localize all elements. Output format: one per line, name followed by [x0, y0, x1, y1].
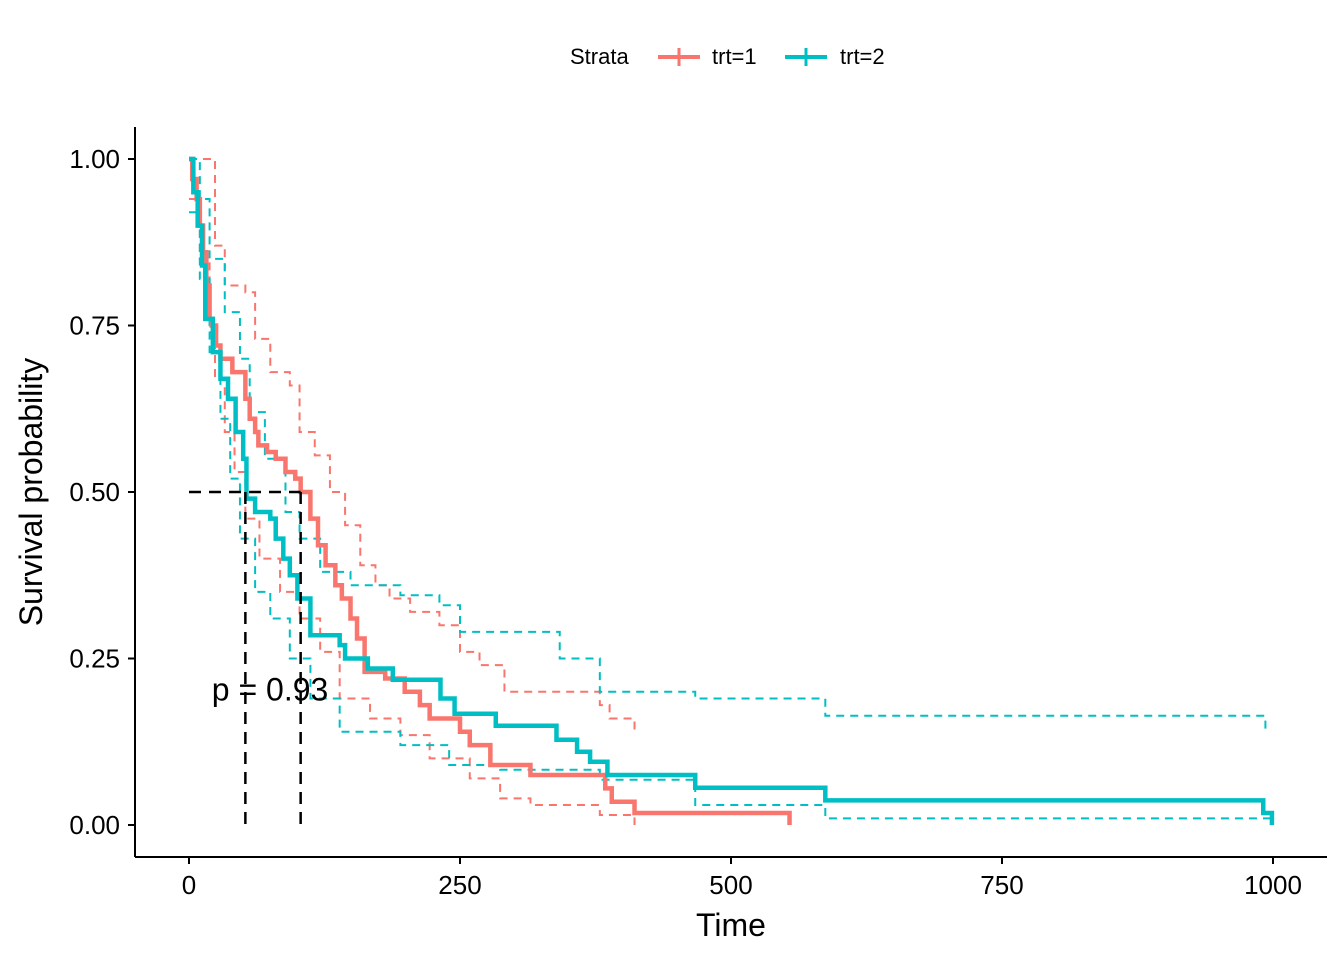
y-tick-label: 0.75 — [69, 311, 120, 341]
legend: Strata trt=1 trt=2 — [570, 44, 885, 69]
ci-lower-series-2 — [189, 211, 1272, 820]
ci-upper-series-2 — [189, 158, 1267, 732]
y-tick-label: 0.50 — [69, 477, 120, 507]
x-tick-label: 500 — [709, 870, 752, 900]
legend-title: Strata — [570, 44, 629, 69]
y-tick-label: 0.25 — [69, 644, 120, 674]
x-tick-label: 0 — [182, 870, 196, 900]
ci-upper-series-1 — [189, 158, 636, 736]
x-tick-label: 1000 — [1244, 870, 1302, 900]
ci-lower-series-1 — [189, 197, 636, 825]
legend-label-trt1: trt=1 — [712, 44, 757, 69]
p-value-annotation: p = 0.93 — [212, 671, 329, 707]
axis-ticks: 0.00 0.25 0.50 0.75 1.00 0 250 500 750 1000 — [69, 144, 1302, 900]
legend-label-trt2: trt=2 — [840, 44, 885, 69]
plot-area — [189, 156, 1275, 825]
y-tick-label: 0.00 — [69, 810, 120, 840]
y-tick-label: 1.00 — [69, 144, 120, 174]
y-axis-label: Survival probability — [13, 358, 49, 627]
x-tick-label: 250 — [438, 870, 481, 900]
survival-curve-series-2 — [189, 156, 1275, 825]
x-axis-label: Time — [696, 907, 766, 943]
x-tick-label: 750 — [980, 870, 1023, 900]
